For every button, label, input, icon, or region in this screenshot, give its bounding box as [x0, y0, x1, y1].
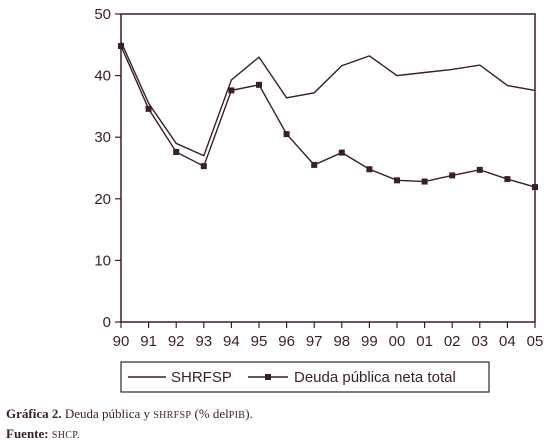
data-point	[228, 87, 235, 94]
data-point	[366, 166, 373, 173]
data-point	[256, 81, 262, 88]
caption-abbr2: PIB	[228, 410, 246, 421]
source-text: SHCP.	[51, 430, 80, 441]
data-point	[145, 105, 152, 112]
data-point	[532, 184, 538, 191]
source-label: Fuente:	[6, 426, 49, 441]
y-tick-label: 40	[94, 68, 111, 85]
source-line: Fuente: SHCP.	[6, 425, 253, 445]
data-point	[200, 163, 207, 170]
x-tick-label: 04	[499, 333, 516, 350]
caption-text-a: Deuda pública y	[64, 406, 151, 421]
x-tick-label: 99	[361, 333, 378, 350]
data-point	[283, 131, 290, 138]
data-point	[338, 149, 345, 156]
data-point	[476, 166, 483, 173]
x-tick-label: 01	[416, 333, 433, 350]
caption-text-b: (% del	[194, 406, 229, 421]
data-point	[449, 172, 456, 179]
series-layer	[118, 41, 538, 191]
caption-label: Gráfica 2.	[6, 406, 62, 421]
legend-box	[120, 361, 490, 393]
x-tick-label: 94	[223, 333, 240, 350]
data-point	[394, 177, 400, 184]
data-point	[421, 178, 428, 185]
caption-abbr: SHRFSP	[153, 410, 192, 421]
series-line-1	[120, 41, 536, 157]
caption-line: Gráfica 2. Deuda pública y SHRFSP (% del…	[6, 405, 253, 425]
legend-label-1: SHRFSP	[171, 369, 232, 386]
x-tick-label: 90	[113, 333, 130, 350]
x-tick-label: 05	[527, 333, 544, 350]
x-tick-label: 95	[251, 333, 268, 350]
x-tick-label: 00	[389, 333, 406, 350]
legend-marker-2	[265, 374, 271, 380]
x-tick-label: 97	[306, 333, 323, 350]
y-tick-label: 30	[94, 129, 111, 146]
x-tick-label: 02	[444, 333, 461, 350]
data-point	[504, 176, 511, 183]
x-axis: 90 91 92 93 94 95 96 97 98 99 00 01 02 03 04 05	[113, 322, 544, 350]
x-tick-label: 98	[333, 333, 350, 350]
y-tick-label: 50	[94, 6, 111, 23]
caption-text-c: ).	[245, 406, 253, 421]
y-tick-label: 20	[94, 191, 111, 208]
legend: SHRFSP Deuda pública neta total	[120, 361, 490, 393]
legend-label-2: Deuda pública neta total	[294, 369, 456, 386]
data-point	[311, 161, 318, 168]
x-tick-label: 96	[278, 333, 295, 350]
figure-caption: Gráfica 2. Deuda pública y SHRFSP (% del…	[6, 405, 253, 445]
x-tick-label: 92	[168, 333, 185, 350]
y-tick-label: 0	[103, 314, 111, 331]
x-tick-label: 93	[195, 333, 212, 350]
data-point	[118, 43, 124, 50]
plot-frame	[120, 13, 536, 323]
series-line-2	[120, 45, 536, 188]
x-tick-label: 91	[140, 333, 157, 350]
line-chart: 0 10 20 30 40 50 90 91 92 93 94 95 96 97 98 99 00 01 02 03…	[94, 6, 544, 393]
y-tick-label: 10	[94, 252, 111, 269]
data-point	[173, 148, 180, 155]
x-tick-label: 03	[471, 333, 488, 350]
y-axis: 0 10 20 30 40 50	[94, 6, 121, 331]
